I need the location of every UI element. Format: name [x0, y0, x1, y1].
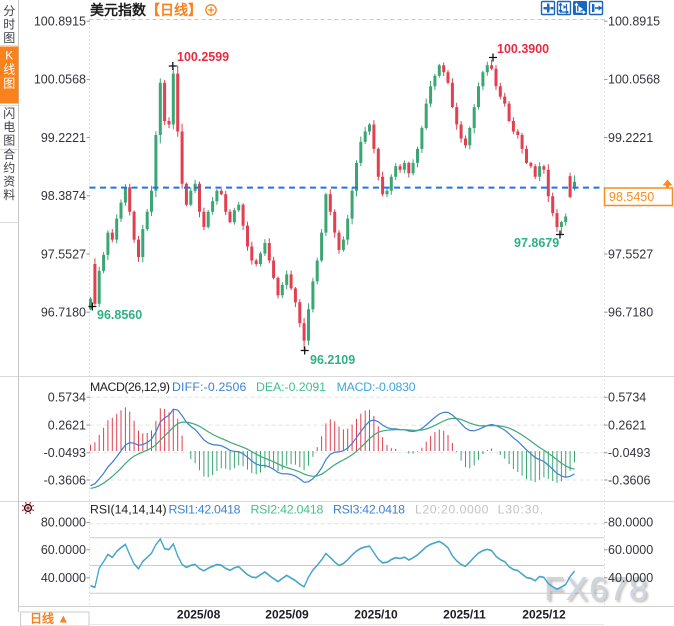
svg-text:96.7180: 96.7180: [41, 306, 86, 320]
svg-text:96.2109: 96.2109: [310, 353, 355, 367]
svg-text:电: 电: [3, 120, 15, 134]
svg-text:合: 合: [3, 147, 15, 162]
svg-text:80.0000: 80.0000: [41, 516, 86, 530]
svg-text:100.8915: 100.8915: [608, 15, 660, 29]
svg-text:料: 料: [3, 188, 15, 202]
svg-text:0.5734: 0.5734: [48, 391, 86, 405]
svg-text:0.5734: 0.5734: [608, 391, 646, 405]
svg-text:40.0000: 40.0000: [41, 571, 86, 585]
svg-text:98.5450: 98.5450: [609, 190, 654, 204]
svg-text:98.3874: 98.3874: [41, 189, 86, 203]
svg-text:60.0000: 60.0000: [41, 543, 86, 557]
svg-text:2025/08: 2025/08: [177, 608, 221, 622]
svg-text:96.8560: 96.8560: [97, 308, 142, 322]
svg-text:2025/12: 2025/12: [522, 608, 566, 622]
svg-text:100.2599: 100.2599: [177, 50, 229, 64]
svg-text:97.5527: 97.5527: [608, 247, 653, 261]
svg-text:99.2221: 99.2221: [608, 131, 653, 145]
svg-text:线: 线: [3, 63, 15, 77]
svg-text:资: 资: [3, 175, 15, 189]
svg-text:图: 图: [3, 31, 15, 45]
svg-text:97.8679: 97.8679: [514, 236, 559, 250]
svg-text:图: 图: [3, 77, 15, 91]
svg-text:-0.0493: -0.0493: [608, 446, 650, 460]
svg-text:美元指数【日线】: 美元指数【日线】: [90, 2, 202, 18]
svg-text:0.2621: 0.2621: [608, 418, 646, 432]
svg-text:100.0568: 100.0568: [608, 73, 660, 87]
svg-text:2025/10: 2025/10: [354, 608, 398, 622]
svg-text:97.5527: 97.5527: [41, 247, 86, 261]
svg-text:时: 时: [3, 18, 15, 32]
svg-text:约: 约: [3, 160, 15, 175]
svg-text:40.0000: 40.0000: [608, 571, 653, 585]
svg-text:100.0568: 100.0568: [34, 73, 86, 87]
svg-text:-0.0493: -0.0493: [44, 446, 86, 460]
svg-text:FX678: FX678: [544, 571, 649, 608]
svg-text:100.3900: 100.3900: [497, 42, 549, 56]
svg-text:日线 ▲: 日线 ▲: [30, 611, 69, 626]
svg-text:100.8915: 100.8915: [34, 15, 86, 29]
svg-text:2025/11: 2025/11: [443, 608, 486, 622]
svg-text:K: K: [5, 49, 13, 63]
svg-text:分: 分: [3, 4, 15, 18]
svg-text:-0.3606: -0.3606: [44, 473, 86, 487]
svg-text:60.0000: 60.0000: [608, 543, 653, 557]
svg-text:2025/09: 2025/09: [265, 608, 309, 622]
svg-text:99.2221: 99.2221: [41, 131, 86, 145]
svg-text:图: 图: [3, 134, 15, 148]
svg-text:80.0000: 80.0000: [608, 516, 653, 530]
svg-text:闪: 闪: [3, 107, 15, 121]
svg-text:0.2621: 0.2621: [48, 418, 86, 432]
svg-text:-0.3606: -0.3606: [608, 473, 650, 487]
svg-text:96.7180: 96.7180: [608, 306, 653, 320]
